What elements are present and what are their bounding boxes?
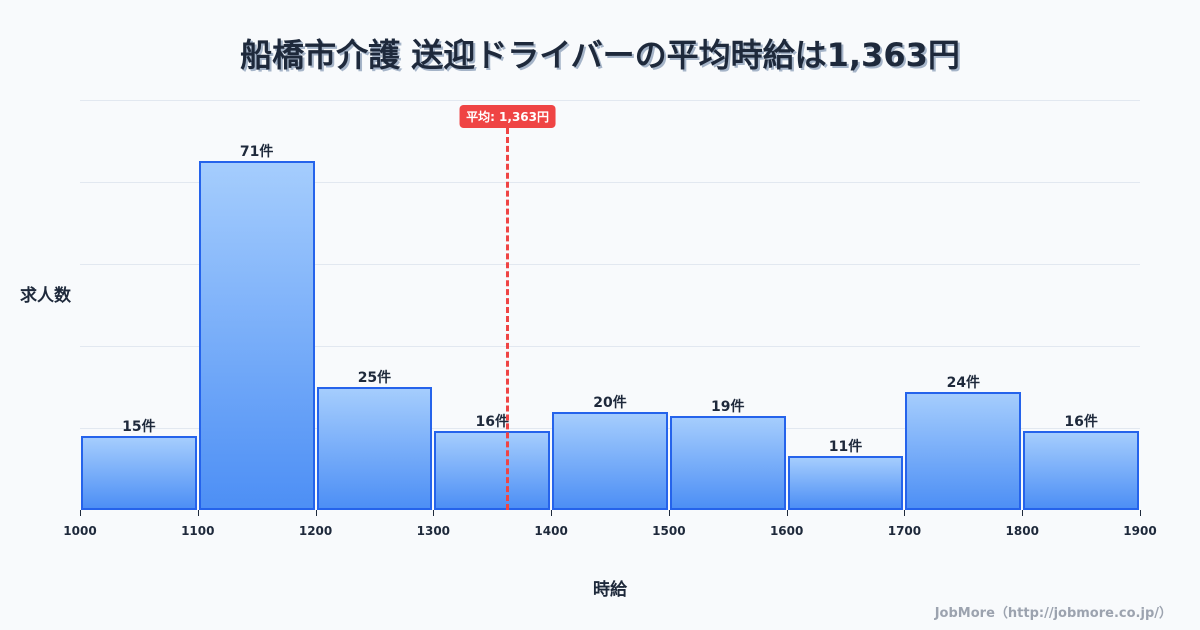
x-tick (80, 510, 81, 516)
x-tick (904, 510, 906, 516)
bar-value-label: 16件 (1064, 414, 1098, 431)
bar-value-label: 11件 (828, 438, 863, 455)
bar-value-label: 24件 (946, 374, 981, 391)
bar-value-label: 71件 (239, 143, 274, 160)
x-tick-label: 1300 (416, 524, 451, 538)
chart-title: 船橋市介護 送迎ドライバーの平均時給は1,363円 (240, 36, 960, 74)
x-tick-label: 1800 (1005, 524, 1039, 538)
y-axis-label: 求人数 (20, 286, 71, 306)
x-tick-label: 1600 (769, 524, 804, 538)
x-tick (1140, 510, 1141, 516)
mean-line (506, 128, 510, 510)
bar-value-label: 19件 (711, 399, 745, 416)
x-tick-label: 1500 (652, 524, 686, 538)
histogram-bar (905, 391, 1022, 510)
x-tick (786, 510, 788, 516)
bar-value-label: 15件 (122, 419, 156, 436)
gridline (80, 346, 1140, 347)
x-tick-label: 1100 (181, 524, 215, 538)
histogram-bar (1023, 431, 1139, 510)
gridline (80, 264, 1140, 265)
mean-badge: 平均: 1,363円 (459, 105, 556, 128)
credit-text: JobMore（http://jobmore.co.jp/） (934, 606, 1172, 621)
histogram-bar (552, 411, 668, 510)
bar-value-label: 16件 (475, 414, 509, 431)
plot-area: 15件 71件 25件 16件 20件 19件 11件 24件 16件 1000 1100 1200… (63, 100, 1157, 538)
x-tick-label: 1400 (534, 524, 568, 538)
x-tick (668, 510, 670, 516)
x-tick-label: 1700 (887, 524, 922, 538)
gridline (80, 182, 1140, 183)
x-axis-label: 時給 (593, 580, 627, 600)
x-tick-label: 1000 (63, 524, 97, 538)
histogram-bar (198, 160, 315, 510)
x-tick (433, 510, 435, 516)
histogram-bar (316, 386, 433, 510)
histogram-bar (81, 436, 197, 510)
gridline (80, 100, 1140, 101)
x-tick (197, 510, 199, 516)
x-tick (315, 510, 317, 516)
histogram-bar (787, 455, 904, 510)
x-tick (1022, 510, 1024, 516)
histogram-bar (669, 416, 786, 510)
bar-value-label: 25件 (357, 369, 392, 386)
histogram-bar (434, 431, 551, 510)
x-tick-label: 1900 (1123, 524, 1157, 538)
x-tick-label: 1200 (298, 524, 333, 538)
bar-value-label: 20件 (593, 394, 627, 411)
x-tick (551, 510, 553, 516)
